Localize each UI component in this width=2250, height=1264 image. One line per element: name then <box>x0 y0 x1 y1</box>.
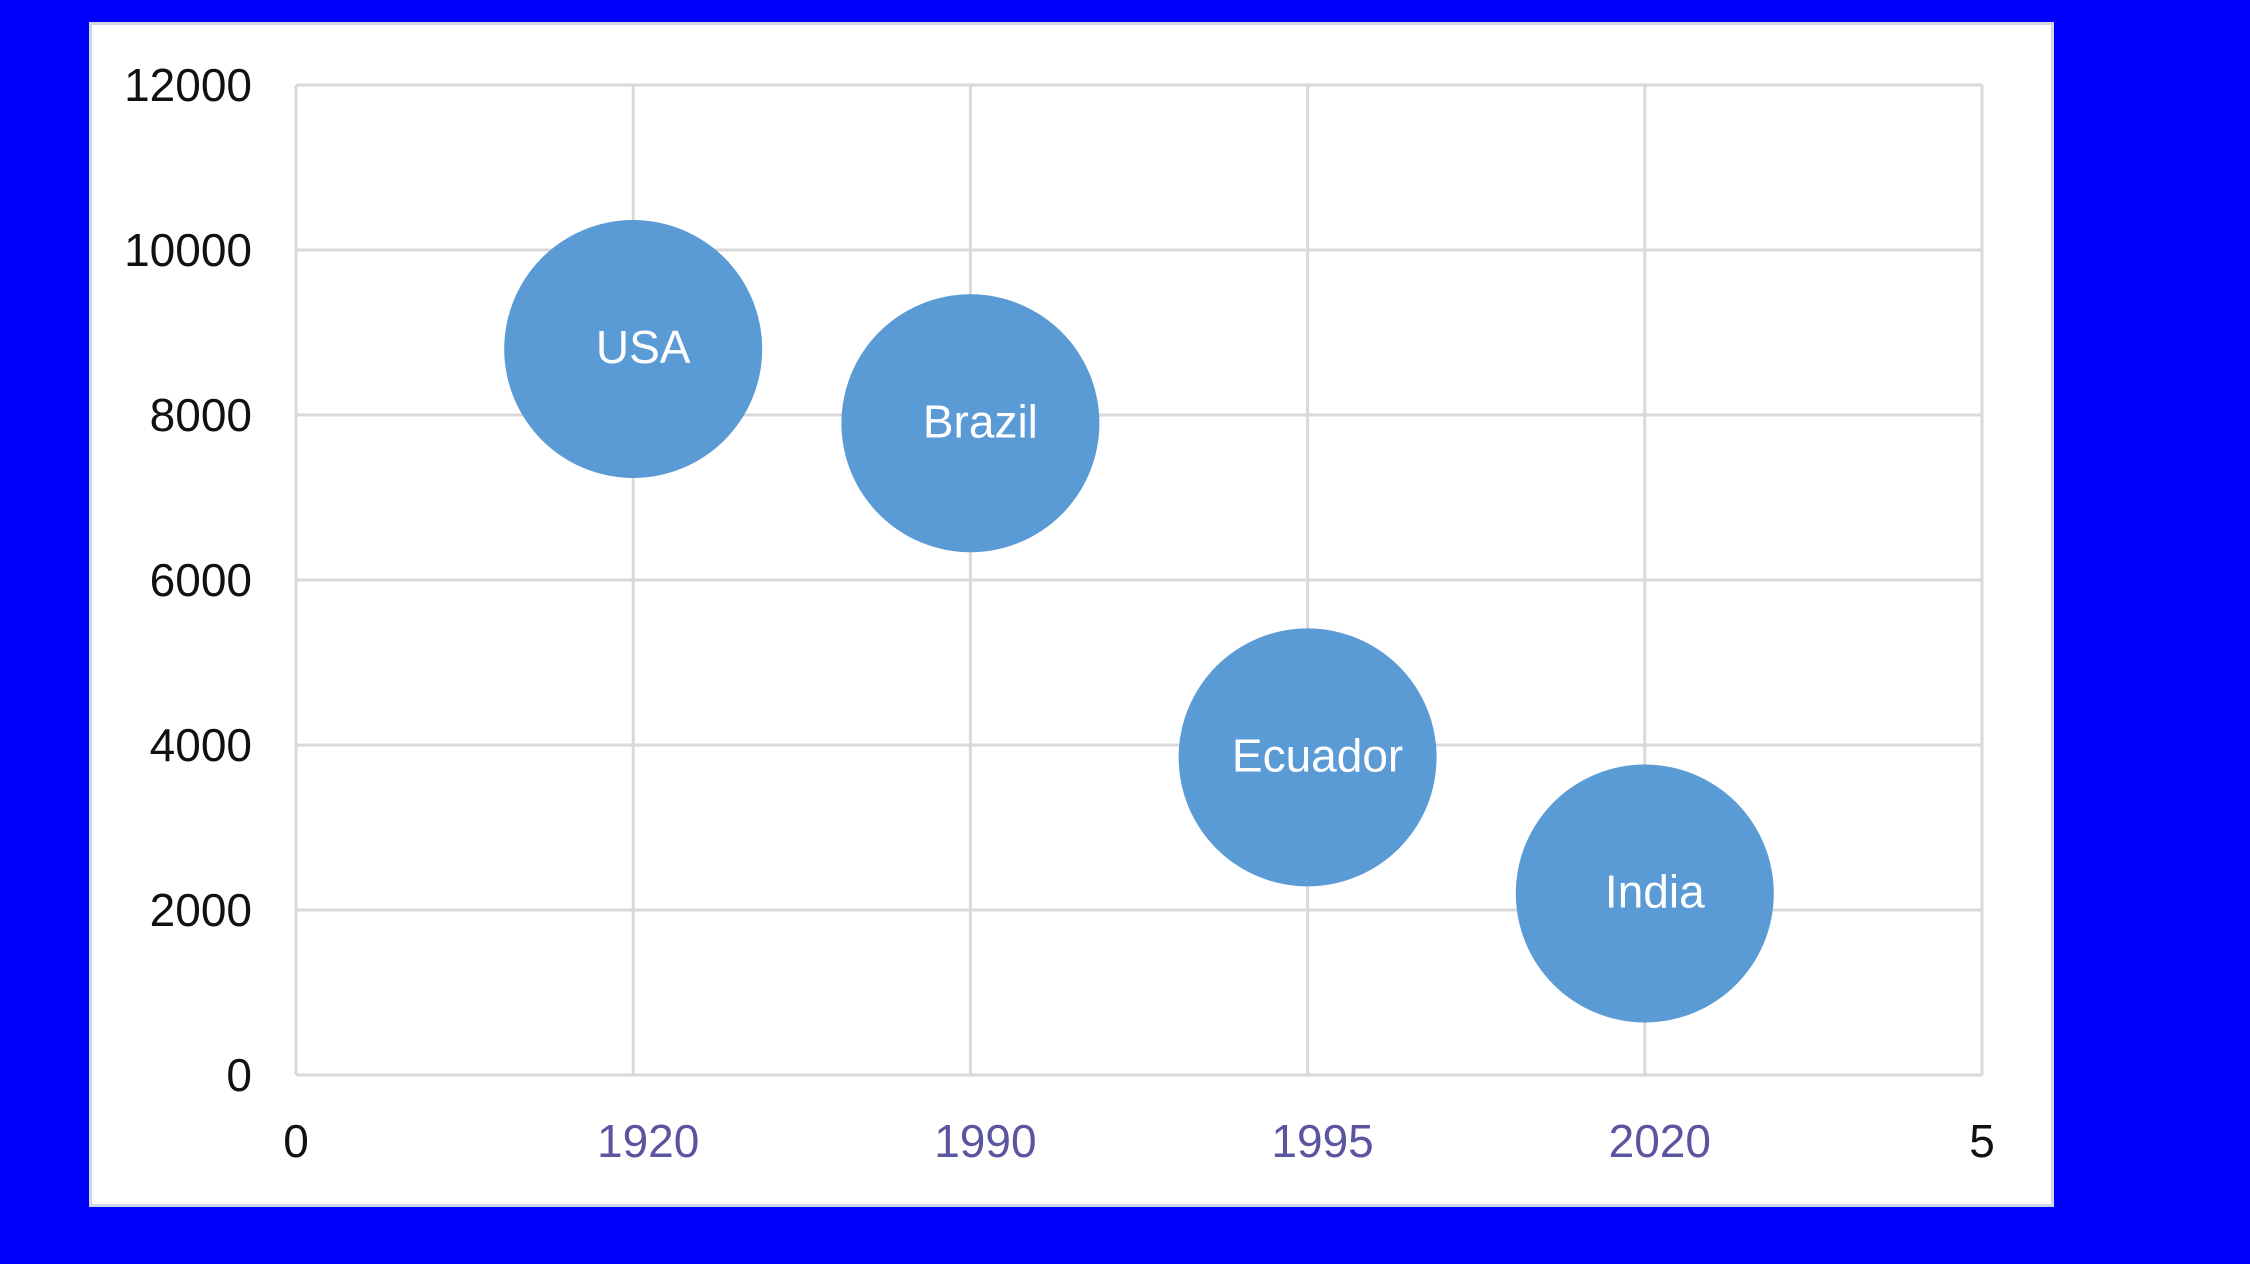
y-tick-label: 6000 <box>150 554 252 606</box>
bubble-label: Brazil <box>923 395 1038 447</box>
x-tick-label: 1995 <box>1271 1115 1373 1167</box>
x-tick-label: 1920 <box>597 1115 699 1167</box>
x-tick-labels: 0 1920 1990 1995 2020 5 <box>283 1115 1995 1167</box>
x-tick-label: 5 <box>1969 1115 1995 1167</box>
chart-panel <box>89 22 2054 1207</box>
y-tick-label: 12000 <box>124 59 252 111</box>
bubble-india <box>1515 764 1774 1023</box>
bubbles: USA Brazil Ecuador India <box>504 220 1774 1023</box>
x-tick-label: 0 <box>283 1115 309 1167</box>
y-tick-label: 10000 <box>124 224 252 276</box>
bubble-brazil <box>841 294 1100 553</box>
x-tick-label: 1990 <box>934 1115 1036 1167</box>
y-tick-label: 4000 <box>150 719 252 771</box>
x-tick-label: 2020 <box>1609 1115 1711 1167</box>
y-tick-label: 2000 <box>150 884 252 936</box>
bubble-label: USA <box>596 321 691 373</box>
bubble-usa <box>504 220 763 478</box>
bubble-ecuador <box>1178 628 1437 887</box>
y-tick-labels: 0 2000 4000 6000 8000 10000 12000 <box>124 59 252 1101</box>
y-tick-label: 8000 <box>150 389 252 441</box>
y-tick-label: 0 <box>226 1049 252 1101</box>
bubble-label: Ecuador <box>1232 729 1403 781</box>
bubble-label: India <box>1605 866 1705 918</box>
